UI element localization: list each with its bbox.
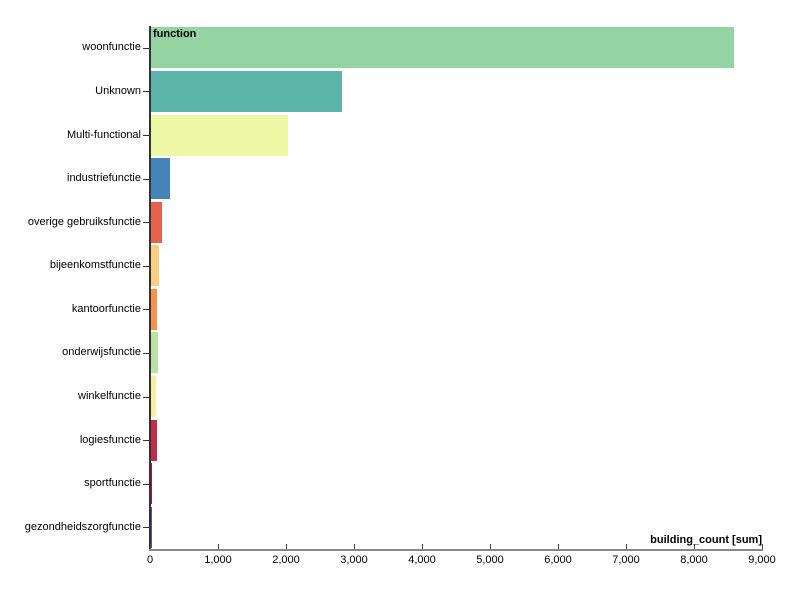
x-tick (286, 544, 287, 549)
bar-overige gebruiksfunctie (151, 201, 162, 243)
x-tick-label: 8,000 (680, 554, 708, 566)
x-tick (354, 544, 355, 549)
y-tick-label: bijeenkomstfunctie (49, 259, 141, 272)
y-tick-label: Unknown (95, 84, 141, 97)
y-tick (143, 178, 150, 180)
y-tick (143, 309, 150, 311)
x-tick (626, 544, 627, 549)
x-tick (150, 544, 151, 549)
bar-kantoorfunctie (151, 288, 158, 330)
y-tick (143, 440, 150, 441)
y-tick-label: onderwijsfunctie (62, 346, 141, 359)
y-tick-label: sportfunctie (84, 477, 141, 490)
y-tick-label: kantoorfunctie (71, 302, 141, 315)
x-tick (490, 544, 491, 549)
x-tick-label: 1,000 (204, 554, 232, 566)
y-axis-line (149, 26, 151, 551)
bar-winkelfunctie (151, 376, 157, 417)
y-tick-label: industriefunctie (67, 172, 141, 184)
y-tick-label: gezondheidszorgfunctie (24, 520, 141, 533)
bar-industriefunctie (151, 158, 170, 199)
y-tick-label: woonfunctie (82, 41, 141, 54)
bar-logiesfunctie (151, 419, 157, 461)
y-tick (143, 265, 150, 267)
x-tick (558, 544, 559, 549)
x-tick-label: 7,000 (612, 554, 640, 566)
bar-woonfunctie (151, 27, 735, 69)
y-tick (143, 135, 150, 136)
x-tick (422, 544, 423, 549)
x-axis-line (149, 549, 763, 551)
y-tick (143, 483, 150, 485)
y-tick-label: overige gebruiksfunctie (27, 215, 141, 228)
y-axis-title: function (153, 28, 197, 40)
y-tick (143, 352, 150, 354)
y-tick (143, 91, 150, 93)
x-tick-label: 3,000 (340, 554, 368, 566)
x-tick-label: 6,000 (544, 554, 572, 566)
x-axis-title: building_count [sum] (650, 534, 762, 546)
x-tick (694, 544, 695, 549)
x-tick-label: 4,000 (408, 554, 436, 566)
bar-sportfunctie (151, 463, 153, 505)
y-tick (143, 527, 150, 529)
bar-bijeenkomstfunctie (151, 245, 160, 287)
y-tick (143, 47, 150, 49)
x-tick-label: 9,000 (748, 554, 776, 566)
y-tick (143, 222, 150, 224)
y-tick-label: logiesfunctie (79, 433, 141, 446)
y-tick-label: Multi-functional (67, 128, 141, 141)
bar-onderwijsfunctie (151, 332, 158, 374)
x-tick-label: 5,000 (476, 554, 504, 566)
y-tick-label: winkelfunctie (78, 390, 141, 402)
y-tick (143, 396, 150, 398)
x-tick (762, 544, 763, 549)
x-tick-label: 0 (146, 554, 154, 566)
plot-area: function building_count [sum] 0 1,000 2,00… (143, 26, 776, 566)
bar-Multi-functional (151, 114, 288, 156)
x-tick-label: 2,000 (272, 554, 300, 566)
bar-Unknown (151, 70, 343, 112)
x-tick (218, 544, 219, 549)
